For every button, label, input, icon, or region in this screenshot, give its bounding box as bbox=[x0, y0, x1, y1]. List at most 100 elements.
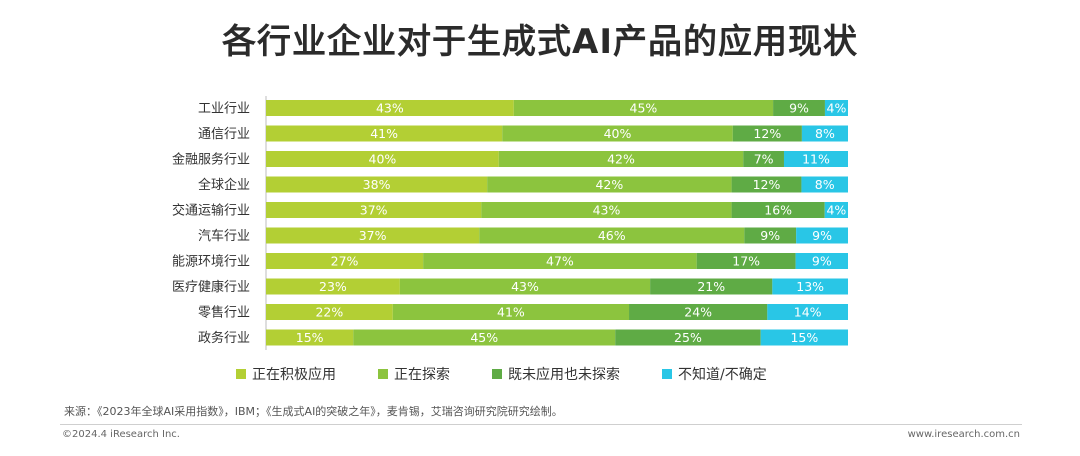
data-label: 9% bbox=[760, 228, 780, 243]
data-label: 22% bbox=[315, 305, 343, 320]
bar-segment bbox=[353, 329, 616, 346]
data-label: 43% bbox=[511, 279, 539, 294]
bar-segment bbox=[266, 329, 354, 346]
category-label: 政务行业 bbox=[198, 330, 250, 346]
bar-segment bbox=[513, 100, 774, 116]
data-label: 41% bbox=[370, 126, 398, 141]
category-label: 交通运输行业 bbox=[172, 203, 250, 219]
category-label: 汽车行业 bbox=[198, 228, 250, 244]
legend-label: 正在探索 bbox=[394, 367, 450, 383]
bar-segment bbox=[266, 100, 514, 116]
bar-segment bbox=[731, 176, 802, 193]
chart-legend: 正在积极应用 正在探索 既未应用也未探索 不知道/不确定 bbox=[236, 364, 809, 384]
data-label: 12% bbox=[753, 126, 781, 141]
bar-segment bbox=[824, 100, 848, 116]
data-label: 38% bbox=[363, 177, 391, 192]
data-label: 4% bbox=[826, 203, 846, 218]
data-label: 9% bbox=[812, 254, 832, 269]
legend-item-neither: 既未应用也未探索 bbox=[492, 364, 620, 384]
bar-segment bbox=[696, 253, 796, 269]
category-label: 能源环境行业 bbox=[172, 255, 250, 270]
bar-segment bbox=[266, 227, 480, 244]
legend-swatch bbox=[662, 369, 672, 379]
category-label: 金融服务行业 bbox=[172, 152, 250, 168]
source-note: 来源：《2023年全球AI采用指数》，IBM；《生成式AI的突破之年》，麦肯锡，… bbox=[64, 405, 563, 418]
data-label: 15% bbox=[296, 330, 324, 345]
data-label: 25% bbox=[674, 330, 702, 345]
copyright: ©2024.4 iResearch Inc. bbox=[62, 429, 180, 440]
bar-segment bbox=[266, 151, 499, 167]
bar-segment bbox=[743, 151, 784, 167]
legend-swatch bbox=[492, 369, 502, 379]
data-label: 4% bbox=[827, 101, 847, 116]
legend-item-exploring: 正在探索 bbox=[378, 364, 450, 384]
bar-segment bbox=[795, 253, 848, 269]
category-label: 零售行业 bbox=[198, 305, 250, 321]
bar-segment bbox=[783, 151, 848, 167]
legend-label: 正在积极应用 bbox=[252, 367, 336, 383]
legend-swatch bbox=[378, 369, 388, 379]
data-label: 40% bbox=[369, 152, 397, 167]
legend-label: 既未应用也未探索 bbox=[508, 367, 620, 383]
category-label: 医疗健康行业 bbox=[172, 279, 250, 295]
data-label: 7% bbox=[754, 152, 774, 167]
data-label: 9% bbox=[812, 228, 832, 243]
data-label: 15% bbox=[790, 330, 818, 345]
category-label: 全球企业 bbox=[198, 177, 250, 193]
bars-group: 工业行业 43% 45% 9% 4% 通信行业 41% 40% 12% 8% 金融服务行业 40% 42… bbox=[172, 100, 848, 346]
category-label: 工业行业 bbox=[198, 102, 250, 117]
data-label: 45% bbox=[630, 101, 658, 116]
bar-segment bbox=[796, 227, 848, 244]
bar-segment bbox=[266, 253, 424, 269]
data-label: 13% bbox=[796, 279, 824, 294]
data-label: 24% bbox=[684, 305, 712, 320]
data-label: 23% bbox=[319, 279, 347, 294]
bar-segment bbox=[744, 227, 797, 244]
data-label: 8% bbox=[815, 126, 835, 141]
bar-segment bbox=[481, 202, 732, 218]
bar-segment bbox=[502, 125, 733, 142]
legend-item-unsure: 不知道/不确定 bbox=[662, 364, 767, 384]
website-url: www.iresearch.com.cn bbox=[907, 429, 1020, 440]
data-label: 37% bbox=[360, 203, 388, 218]
bar-segment bbox=[760, 329, 848, 346]
data-label: 21% bbox=[697, 279, 725, 294]
bar-segment bbox=[824, 202, 848, 218]
data-label: 37% bbox=[359, 228, 387, 243]
data-label: 16% bbox=[764, 203, 792, 218]
bar-segment bbox=[479, 227, 745, 244]
bar-segment bbox=[629, 304, 768, 320]
bar-segment bbox=[772, 278, 848, 295]
footer-divider bbox=[60, 424, 1022, 425]
data-label: 9% bbox=[789, 101, 809, 116]
data-label: 11% bbox=[802, 152, 830, 167]
category-label: 通信行业 bbox=[198, 127, 250, 142]
bar-segment bbox=[650, 278, 773, 295]
data-label: 14% bbox=[794, 305, 822, 320]
bar-segment bbox=[266, 304, 393, 320]
data-label: 17% bbox=[732, 254, 760, 269]
bar-segment bbox=[266, 176, 488, 193]
bar-segment bbox=[498, 151, 744, 167]
chart-title: 各行业企业对于生成式AI产品的应用现状 bbox=[222, 22, 858, 62]
bar-segment bbox=[801, 176, 848, 193]
bar-segment bbox=[615, 329, 761, 346]
bar-segment bbox=[731, 202, 825, 218]
data-label: 45% bbox=[470, 330, 498, 345]
legend-swatch bbox=[236, 369, 246, 379]
bar-segment bbox=[266, 202, 482, 218]
data-label: 27% bbox=[331, 254, 359, 269]
data-label: 8% bbox=[815, 177, 835, 192]
data-label: 41% bbox=[497, 305, 525, 320]
data-label: 40% bbox=[604, 126, 632, 141]
bar-segment bbox=[266, 278, 400, 295]
data-label: 42% bbox=[607, 152, 635, 167]
bar-segment bbox=[773, 100, 825, 116]
data-label: 43% bbox=[593, 203, 621, 218]
bar-segment bbox=[266, 125, 503, 142]
bar-segment bbox=[801, 125, 848, 142]
bar-segment bbox=[399, 278, 651, 295]
stacked-bar-chart: 工业行业 43% 45% 9% 4% 通信行业 41% 40% 12% 8% 金融服务行业 40% 42… bbox=[172, 96, 848, 350]
data-label: 42% bbox=[595, 177, 623, 192]
data-label: 43% bbox=[376, 101, 404, 116]
